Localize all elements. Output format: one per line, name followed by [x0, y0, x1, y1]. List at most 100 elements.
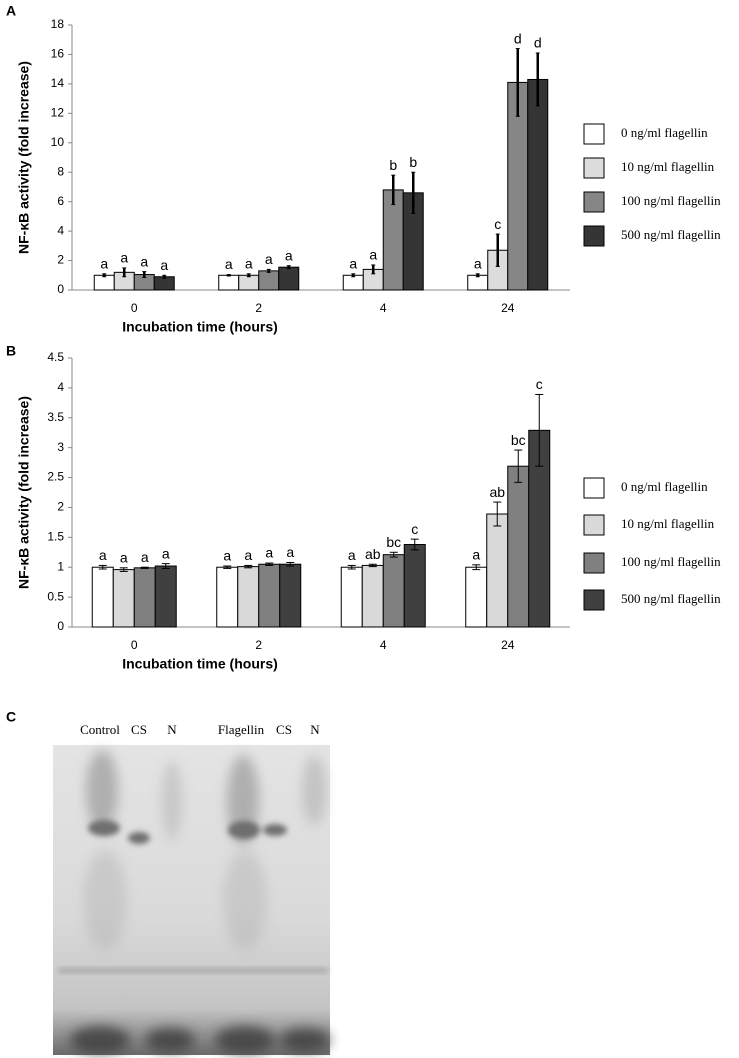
significance-letter: a	[472, 547, 480, 563]
error-bar	[142, 271, 147, 278]
legend-text: 100 ng/ml flagellin	[621, 193, 721, 208]
y-tick-label: 10	[51, 135, 65, 149]
y-tick-label: 0	[57, 282, 64, 296]
y-tick-label: 16	[51, 47, 65, 61]
bar	[340, 566, 363, 628]
legend-text: 10 ng/ml flagellin	[621, 516, 715, 531]
bar	[486, 513, 509, 628]
significance-letter: a	[474, 256, 482, 272]
significance-letter: a	[120, 250, 128, 266]
y-tick-label: 2	[57, 253, 64, 267]
legend-swatch	[583, 477, 605, 499]
legend-swatch	[583, 191, 605, 213]
error-bar	[347, 564, 356, 570]
bar	[465, 566, 488, 628]
significance-letter: a	[286, 544, 294, 560]
significance-letter: a	[265, 251, 273, 267]
bar	[258, 270, 280, 291]
y-tick-label: 0.5	[47, 589, 64, 603]
y-tick-label: 12	[51, 106, 65, 120]
significance-letter: ab	[365, 546, 381, 562]
lane-label: N	[167, 722, 177, 737]
x-axis-title: Incubation time (hours)	[122, 656, 278, 672]
x-tick-label: 2	[255, 638, 262, 652]
panel-label: C	[6, 709, 16, 725]
significance-letter: bc	[511, 432, 526, 448]
significance-letter: a	[223, 548, 231, 564]
significance-letter: a	[348, 547, 356, 563]
significance-letter: ab	[489, 484, 505, 500]
lane-label: Control	[80, 722, 120, 737]
error-bar	[98, 564, 107, 570]
bar	[507, 465, 530, 628]
error-bar	[140, 566, 149, 569]
error-bar	[493, 501, 502, 527]
y-tick-label: 2.5	[47, 470, 64, 484]
bar	[112, 569, 135, 628]
legend-swatch	[583, 123, 605, 145]
x-tick-label: 4	[380, 638, 387, 652]
y-tick-label: 1.5	[47, 530, 64, 544]
x-tick-label: 2	[255, 301, 262, 315]
bar	[278, 266, 300, 291]
y-tick-label: 4	[57, 380, 64, 394]
y-tick-label: 0	[57, 619, 64, 633]
bar	[218, 274, 240, 291]
legend-text: 0 ng/ml flagellin	[621, 125, 708, 140]
error-bar	[389, 551, 398, 558]
y-tick-label: 3	[57, 440, 64, 454]
error-bar	[122, 267, 127, 278]
bar	[467, 274, 489, 291]
error-bar	[495, 233, 500, 267]
y-tick-label: 8	[57, 164, 64, 178]
error-bar	[411, 171, 416, 214]
x-tick-label: 0	[131, 638, 138, 652]
significance-letter: a	[162, 545, 170, 561]
legend-text: 500 ng/ml flagellin	[621, 227, 721, 242]
significance-letter: a	[285, 247, 293, 263]
significance-letter: d	[534, 35, 542, 51]
bar	[527, 78, 549, 291]
bar	[342, 274, 364, 291]
error-bar	[514, 449, 523, 483]
x-axis-title: Incubation time (hours)	[122, 319, 278, 335]
error-bar	[391, 174, 396, 206]
legend-text: 10 ng/ml flagellin	[621, 159, 715, 174]
x-tick-label: 24	[501, 638, 515, 652]
significance-letter: a	[349, 256, 357, 272]
y-axis-title: NF-κB activity (fold increase)	[16, 396, 32, 589]
significance-letter: a	[100, 256, 108, 272]
significance-letter: c	[536, 376, 543, 392]
lane-label: N	[310, 722, 320, 737]
error-bar	[286, 561, 295, 567]
y-tick-label: 1	[57, 559, 64, 573]
bar	[279, 563, 302, 628]
bar	[361, 564, 384, 628]
error-bar	[535, 393, 544, 467]
legend-text: 100 ng/ml flagellin	[621, 554, 721, 569]
significance-letter: a	[140, 253, 148, 269]
error-bar	[266, 268, 271, 273]
bar	[216, 566, 239, 628]
legend-swatch	[583, 589, 605, 611]
lane-label: CS	[276, 722, 292, 737]
error-bar	[475, 273, 480, 278]
error-bar	[472, 564, 481, 571]
bar	[133, 567, 156, 628]
significance-letter: a	[99, 547, 107, 563]
x-tick-label: 0	[131, 301, 138, 315]
y-tick-label: 4	[57, 223, 64, 237]
bar	[153, 276, 175, 291]
significance-letter: a	[160, 257, 168, 273]
y-tick-label: 18	[51, 17, 65, 31]
significance-letter: a	[225, 256, 233, 272]
error-bar	[286, 265, 291, 270]
significance-letter: c	[411, 521, 418, 537]
significance-letter: a	[141, 549, 149, 565]
bar	[382, 554, 405, 628]
bar	[258, 563, 281, 628]
error-bar	[161, 563, 170, 569]
legend-swatch	[583, 552, 605, 574]
gel-lane-labels: Control CS N Flagellin CS N	[80, 722, 320, 737]
